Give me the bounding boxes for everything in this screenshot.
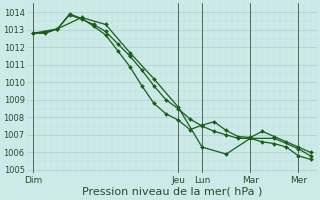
X-axis label: Pression niveau de la mer( hPa ): Pression niveau de la mer( hPa ) — [82, 187, 262, 197]
